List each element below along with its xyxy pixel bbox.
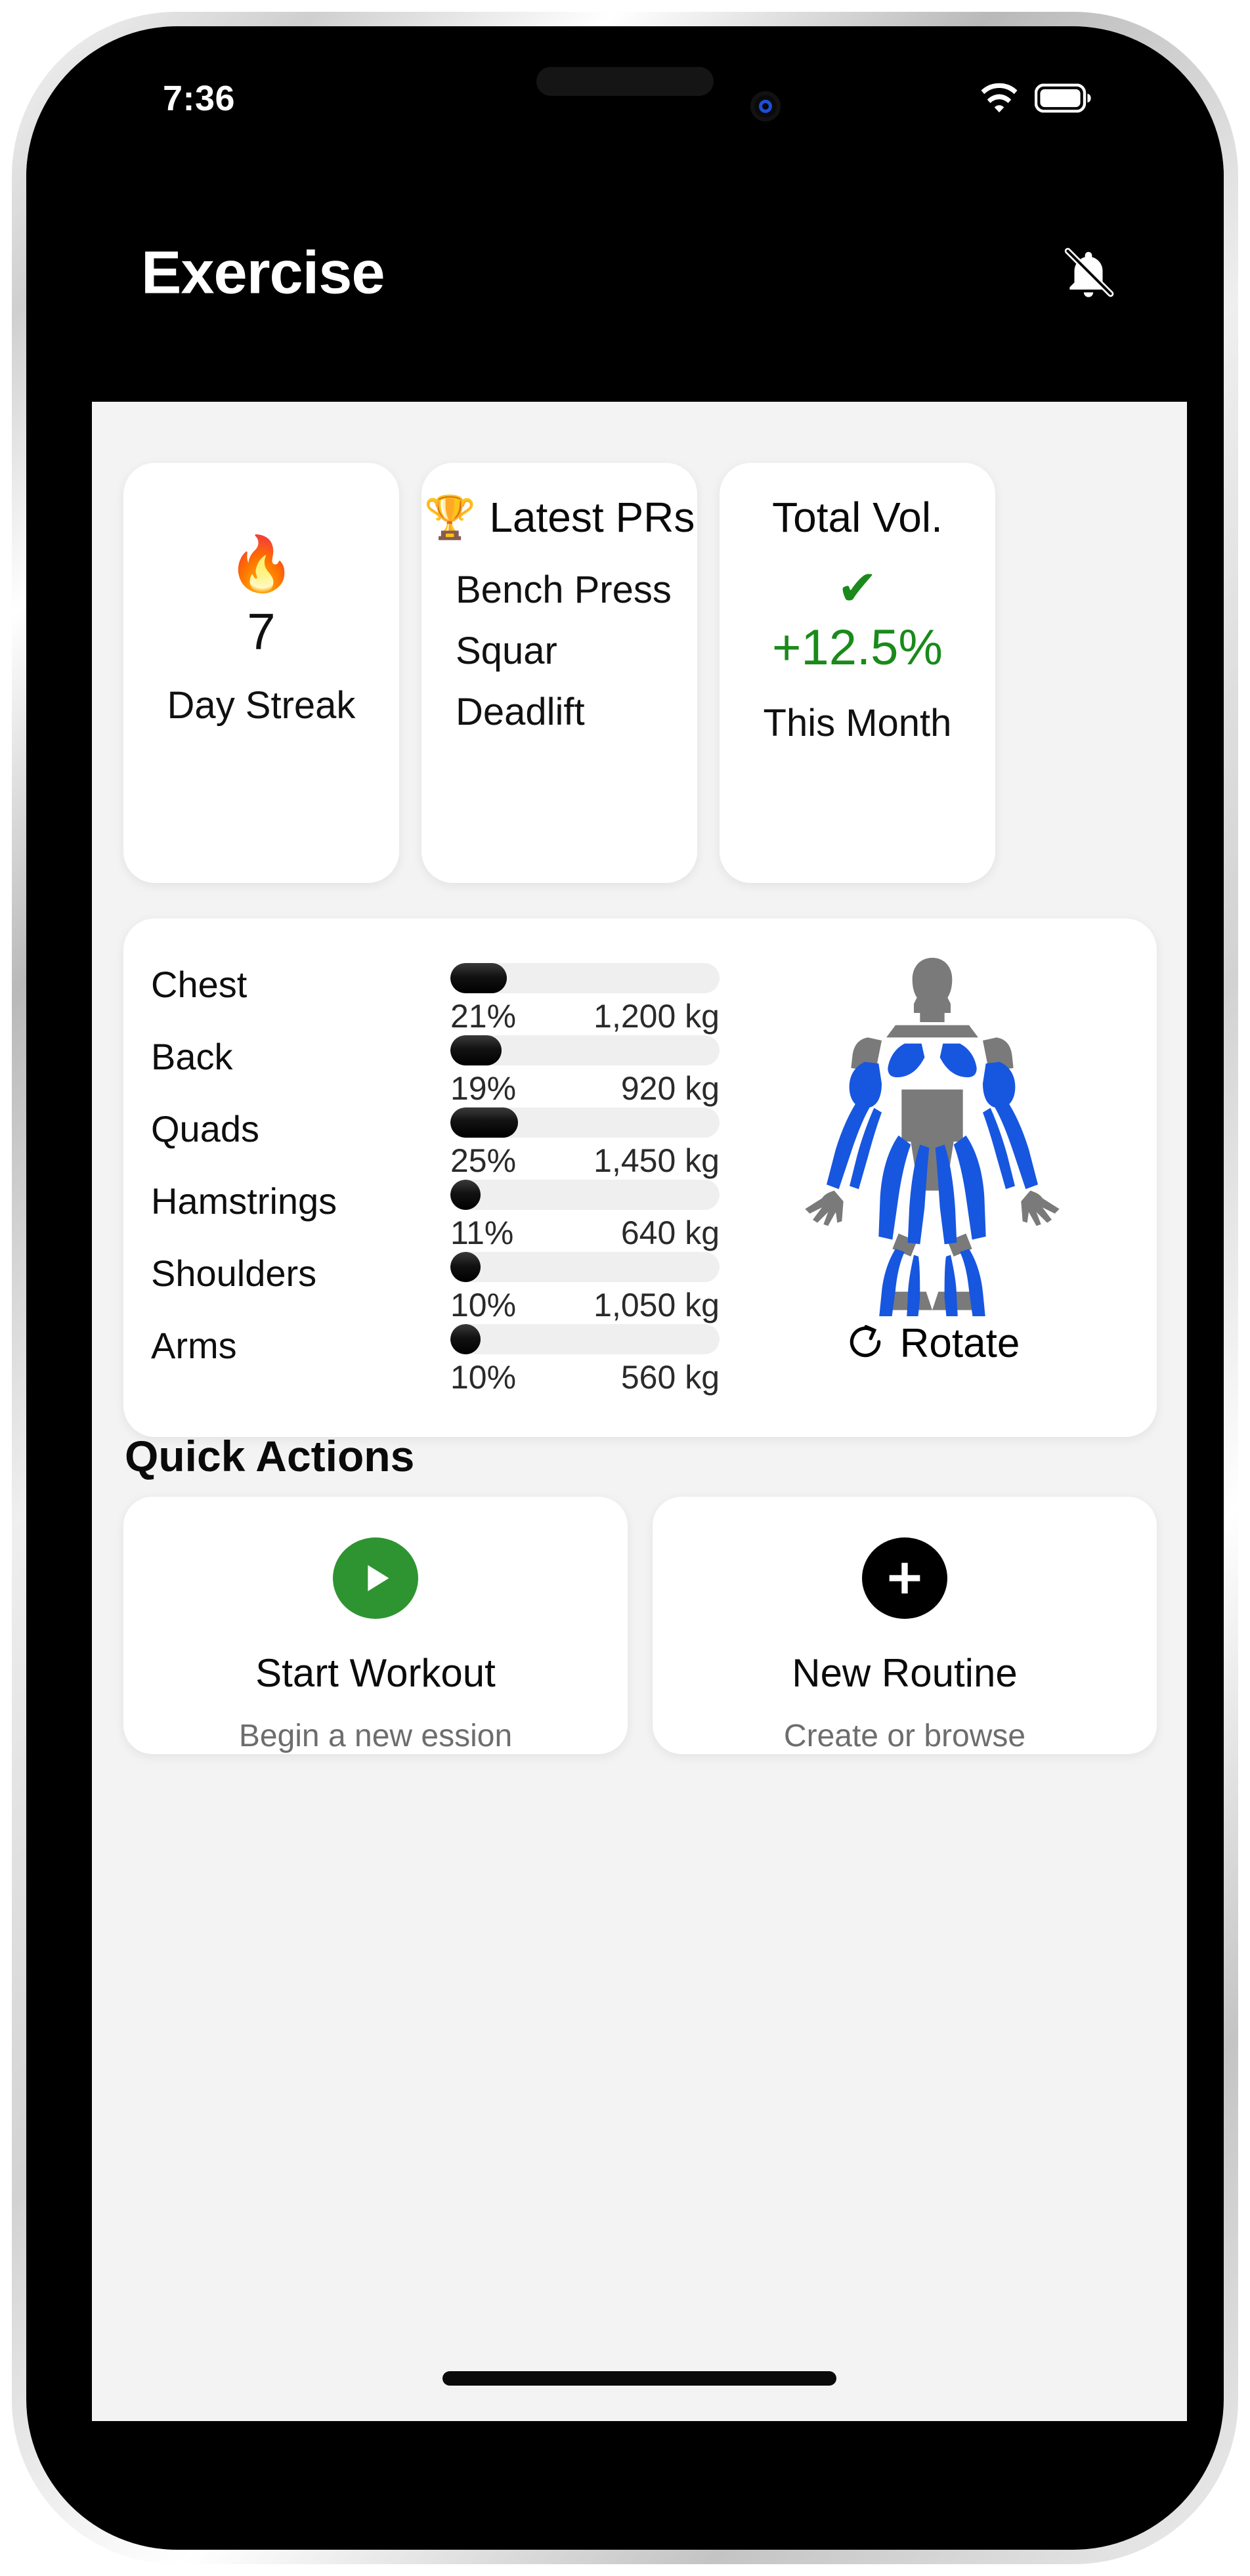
- muscle-group-row: Hamstrings 11% 640 kg: [151, 1165, 720, 1251]
- page-title: Exercise: [141, 239, 385, 307]
- muscle-group-volume: 640 kg: [620, 1214, 720, 1251]
- streak-count: 7: [247, 603, 276, 660]
- muscle-group-bar-track: [450, 1324, 720, 1354]
- muscle-group-percent: 10%: [450, 1359, 517, 1396]
- front-camera-icon: [750, 91, 781, 121]
- wifi-icon: [980, 83, 1019, 118]
- status-indicators: [980, 83, 1092, 118]
- total-volume-period: This Month: [763, 702, 952, 744]
- muscle-group-name: Shoulders: [151, 1253, 317, 1294]
- dynamic-island: [536, 67, 714, 96]
- muscle-group-volume: 560 kg: [620, 1359, 720, 1396]
- nav-bar: Exercise: [26, 151, 1224, 402]
- trophy-emoji: 🏆: [423, 494, 477, 541]
- bell-slash-icon[interactable]: [1058, 243, 1119, 303]
- status-bar: 7:36: [26, 26, 1224, 151]
- muscle-group-name: Chest: [151, 964, 248, 1005]
- start-workout-label: Start Workout: [255, 1651, 496, 1695]
- muscle-group-bar-fill: [450, 1324, 481, 1354]
- rotate-button[interactable]: Rotate: [845, 1320, 1020, 1367]
- list-item: Deadlift: [456, 691, 585, 733]
- muscle-group-name: Quads: [151, 1108, 259, 1149]
- muscle-group-volume: 920 kg: [620, 1070, 720, 1107]
- stat-cards-row: 🔥 7 Day Streak 🏆 Latest PRs Bench Press …: [123, 463, 1187, 883]
- streak-label: Day Streak: [167, 684, 356, 727]
- new-routine-card[interactable]: New Routine Create or browse: [653, 1497, 1157, 1754]
- muscle-group-meta: 25% 1,450 kg: [450, 1142, 720, 1180]
- muscle-group-name: Back: [151, 1036, 233, 1077]
- muscle-group-bar-track: [450, 1252, 720, 1282]
- muscle-group-bar-fill: [450, 1107, 518, 1138]
- total-volume-card[interactable]: Total Vol. ✔ +12.5% This Month: [720, 463, 995, 883]
- rotate-label: Rotate: [899, 1321, 1020, 1366]
- muscle-group-meta: 10% 560 kg: [450, 1358, 720, 1396]
- muscle-group-meta: 11% 640 kg: [450, 1214, 720, 1252]
- muscle-group-bar-track: [450, 1180, 720, 1210]
- fire-emoji: 🔥: [227, 534, 295, 594]
- muscle-group-bar-track: [450, 1107, 720, 1138]
- streak-card[interactable]: 🔥 7 Day Streak: [123, 463, 399, 883]
- new-routine-sub: Create or browse: [783, 1719, 1026, 1753]
- muscle-group-bar-track: [450, 1035, 720, 1065]
- muscle-group-percent: 25%: [450, 1142, 517, 1179]
- muscle-group-bar-track: [450, 963, 720, 993]
- battery-full-icon: [1034, 83, 1092, 116]
- muscle-group-name: Hamstrings: [151, 1180, 337, 1222]
- muscle-body-diagram[interactable]: [775, 949, 1090, 1316]
- muscle-group-bar-fill: [450, 963, 507, 993]
- muscle-group-percent: 19%: [450, 1070, 517, 1107]
- muscle-group-volume: 1,450 kg: [593, 1142, 720, 1179]
- latest-prs-title: Latest PRs: [489, 494, 695, 541]
- muscle-group-volume: 1,050 kg: [593, 1287, 720, 1323]
- status-time: 7:36: [163, 79, 236, 118]
- start-workout-card[interactable]: Start Workout Begin a new ession: [123, 1497, 628, 1754]
- muscle-group-percent: 10%: [450, 1287, 517, 1323]
- list-item: Bench Press: [456, 569, 672, 611]
- latest-prs-header: 🏆 Latest PRs: [424, 493, 695, 542]
- new-routine-label: New Routine: [792, 1651, 1018, 1695]
- muscle-group-bar-fill: [450, 1035, 502, 1065]
- muscle-group-meta: 19% 920 kg: [450, 1069, 720, 1107]
- muscle-volume-card: Chest 21% 1,200 kg Back 19%: [123, 918, 1157, 1437]
- play-icon: [333, 1537, 418, 1619]
- list-item: Squar: [456, 630, 557, 672]
- home-indicator[interactable]: [442, 2371, 836, 2386]
- muscle-group-list: Chest 21% 1,200 kg Back 19%: [151, 949, 720, 1396]
- latest-prs-list: Bench Press Squar Deadlift: [441, 568, 678, 751]
- muscle-group-meta: 10% 1,050 kg: [450, 1286, 720, 1324]
- phone-body: 7:36 Exercise: [26, 26, 1224, 2550]
- muscle-group-bar-fill: [450, 1252, 481, 1282]
- muscle-group-row: Shoulders 10% 1,050 kg: [151, 1237, 720, 1323]
- muscle-group-row: Arms 10% 560 kg: [151, 1310, 720, 1396]
- green-check-icon: ✔: [836, 561, 878, 615]
- body-diagram-wrap: Rotate: [735, 949, 1129, 1408]
- latest-prs-card[interactable]: 🏆 Latest PRs Bench Press Squar Deadlift: [421, 463, 697, 883]
- start-workout-sub: Begin a new ession: [238, 1719, 513, 1753]
- muscle-group-meta: 21% 1,200 kg: [450, 997, 720, 1035]
- total-volume-title: Total Vol.: [772, 494, 943, 541]
- muscle-group-percent: 21%: [450, 998, 517, 1035]
- total-volume-percent: +12.5%: [772, 620, 943, 676]
- muscle-group-row: Quads 25% 1,450 kg: [151, 1093, 720, 1179]
- muscle-group-percent: 11%: [450, 1214, 514, 1251]
- muscle-group-bar-fill: [450, 1180, 481, 1210]
- phone-frame: 7:36 Exercise: [12, 12, 1238, 2564]
- quick-actions-row: Start Workout Begin a new ession New Rou…: [123, 1497, 1157, 1754]
- muscle-group-volume: 1,200 kg: [593, 998, 720, 1035]
- quick-actions-title: Quick Actions: [125, 1432, 415, 1480]
- rotate-icon: [845, 1321, 886, 1365]
- app-screen: 🔥 7 Day Streak 🏆 Latest PRs Bench Press …: [92, 402, 1187, 2421]
- muscle-group-row: Back 19% 920 kg: [151, 1021, 720, 1107]
- muscle-group-row: Chest 21% 1,200 kg: [151, 949, 720, 1035]
- muscle-group-name: Arms: [151, 1325, 237, 1366]
- plus-icon: [862, 1537, 947, 1619]
